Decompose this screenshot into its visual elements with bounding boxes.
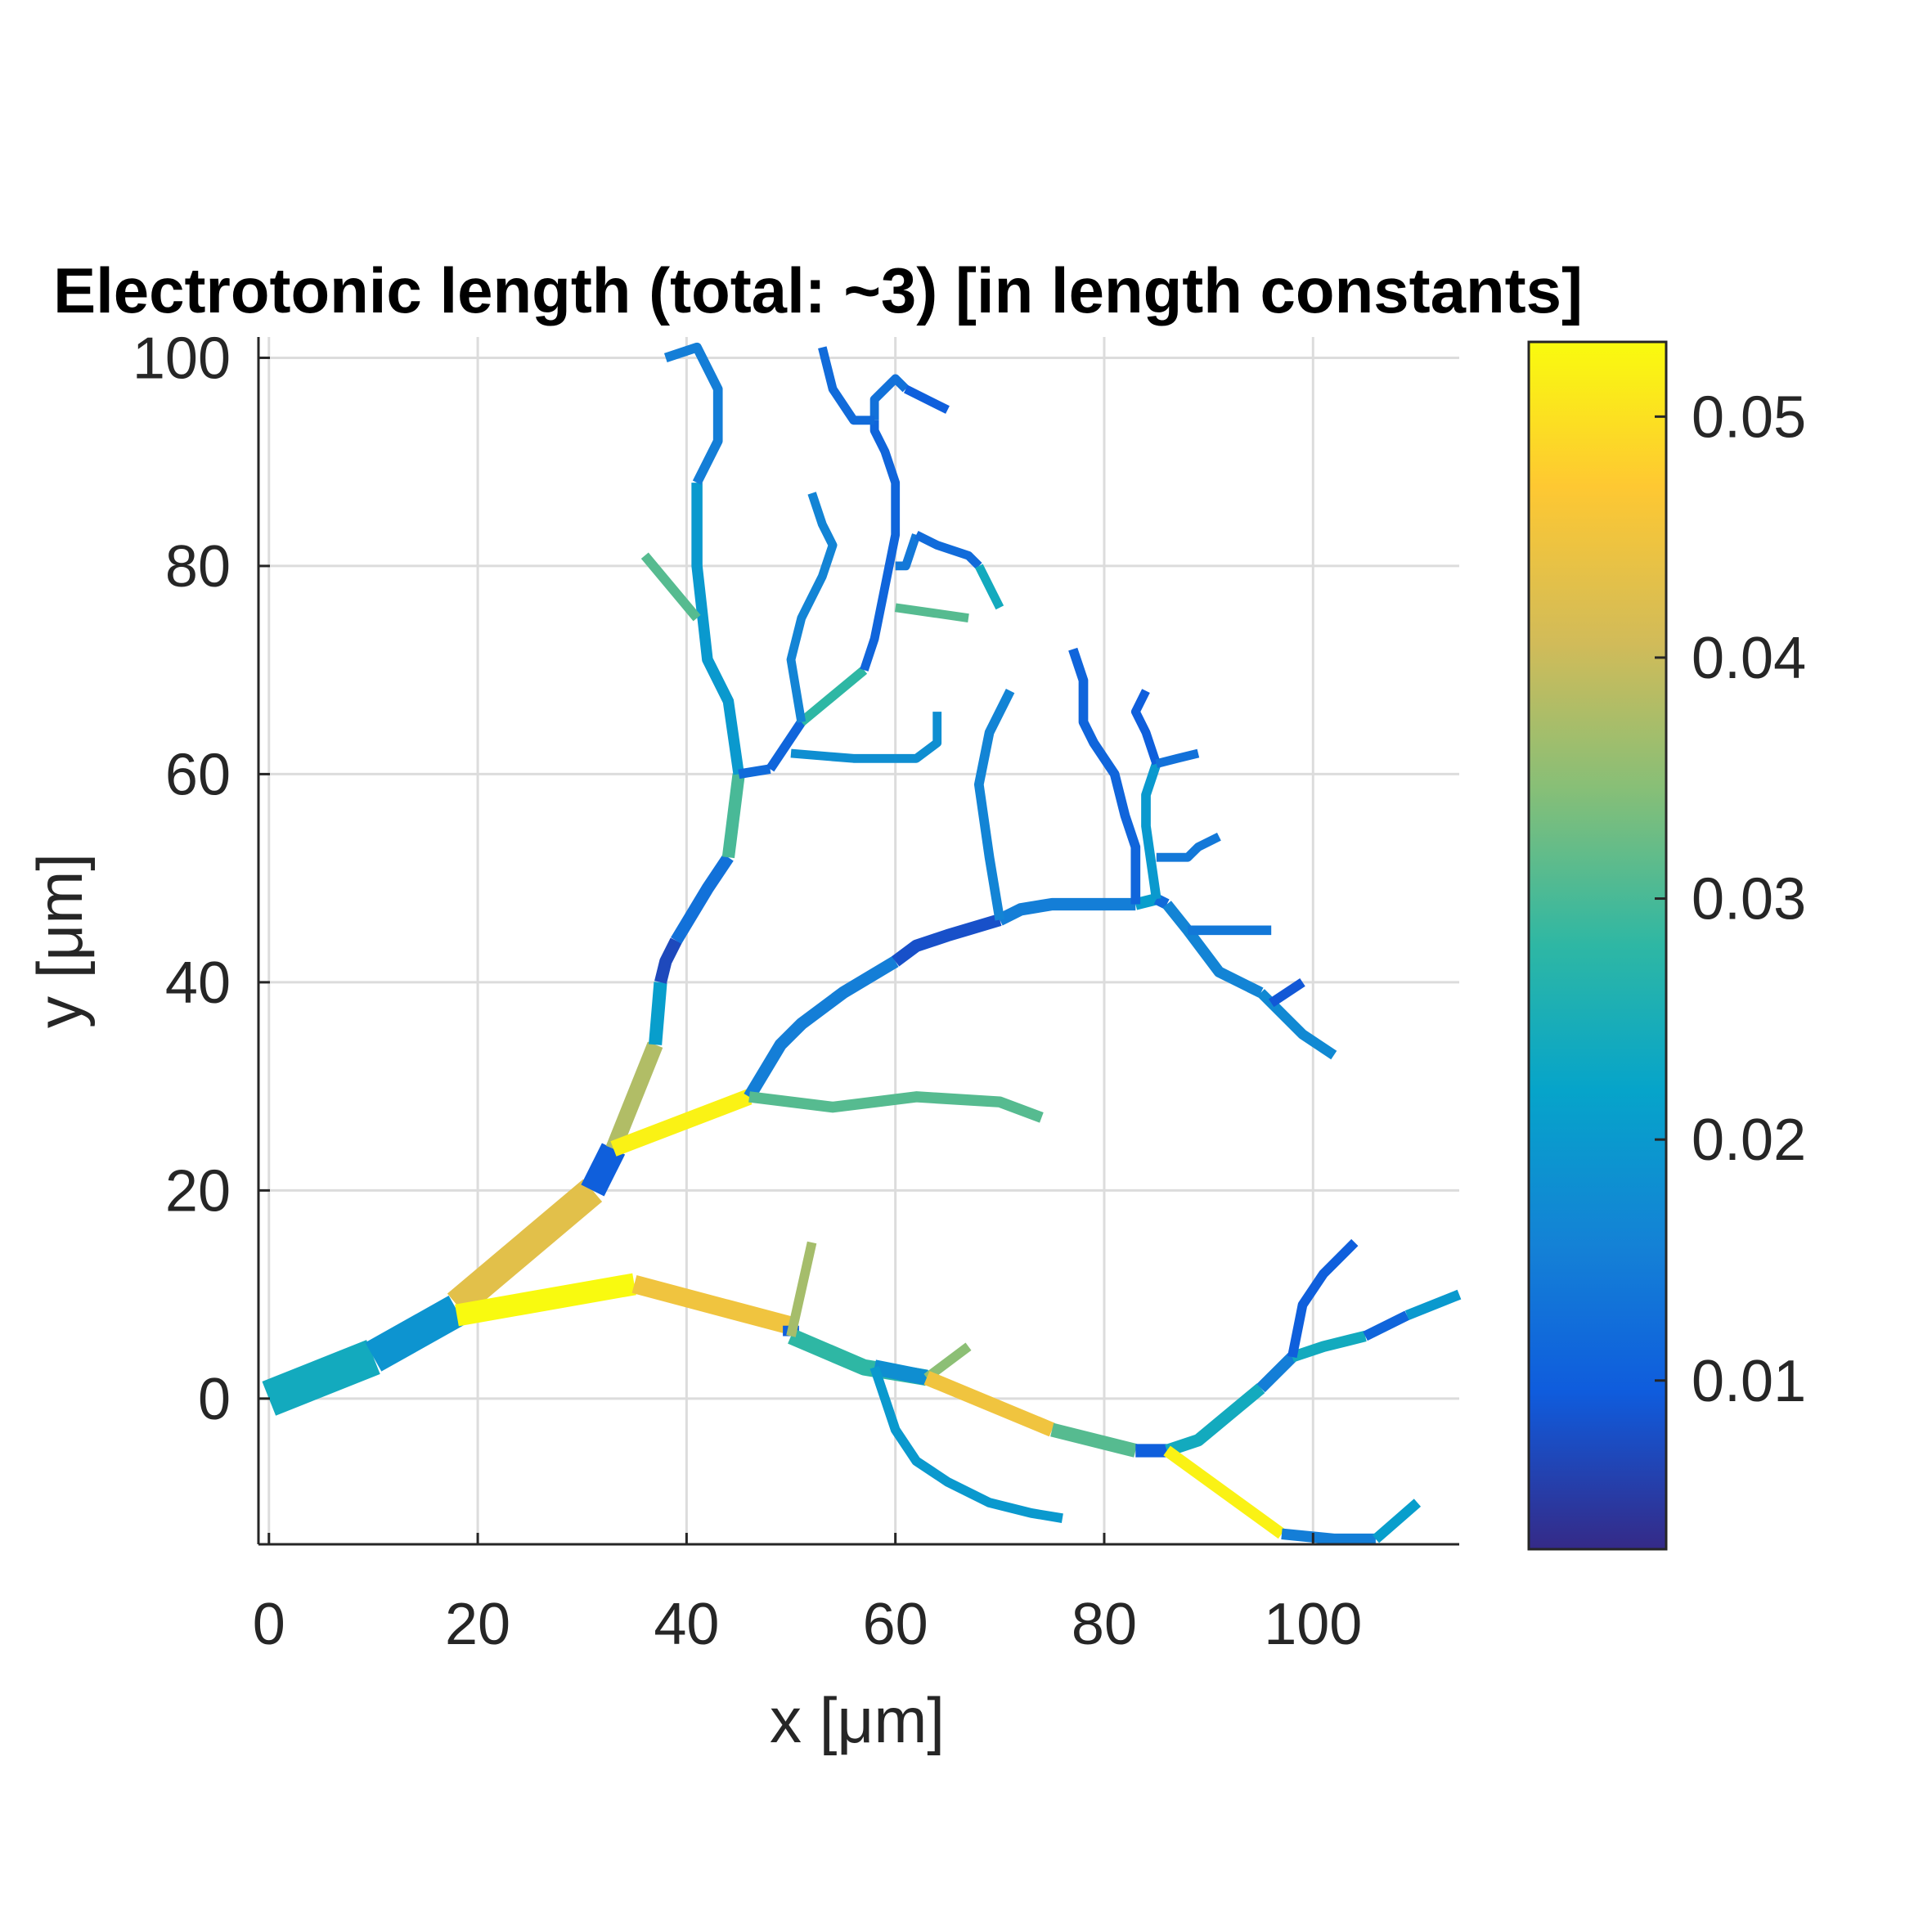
dendrite-segment (786, 492, 838, 723)
y-tick-label: 40 (165, 950, 231, 1016)
dendrite-segment (748, 1091, 1044, 1123)
dendrite-segment (873, 1359, 928, 1386)
dendrite-segment (610, 1089, 753, 1157)
dendrite-segment (1155, 748, 1200, 768)
dendrite-segment (447, 1179, 603, 1317)
dendrite-segment (649, 982, 667, 1045)
y-axis-label: y [μm] (24, 853, 96, 1028)
dendrite-segment (869, 1365, 1063, 1523)
dendrite-segment (786, 1241, 817, 1337)
dendrite-segment (766, 719, 806, 772)
axes (257, 337, 1459, 1546)
x-tick-label: 100 (1264, 1592, 1362, 1657)
dendrite-segment (790, 712, 942, 763)
x-tick-label: 40 (654, 1592, 719, 1657)
x-tick-label: 60 (863, 1592, 928, 1657)
dendrite-segment (262, 1340, 380, 1416)
dendrite-segment (923, 1342, 972, 1382)
dendrite-segment (691, 483, 744, 775)
dendrite-segment (1163, 1445, 1286, 1539)
dendrite-segment (1141, 762, 1161, 900)
colorbar-gradient (1527, 340, 1668, 1551)
plot-area: 0 20 40 60 80 100 0 20 40 60 80 100 (133, 326, 1462, 1657)
dendrite-segment (1156, 832, 1221, 862)
y-tick-label: 20 (165, 1158, 231, 1224)
dendrite-segment (721, 773, 745, 859)
dendrite-segment (654, 937, 682, 984)
y-tick-label: 80 (165, 534, 231, 600)
grid (258, 337, 1459, 1544)
y-tick-label: 0 (198, 1367, 231, 1432)
x-tick-labels: 0 20 40 60 80 100 (253, 1592, 1363, 1657)
y-tick-label: 100 (133, 326, 231, 391)
dendrite-segment (663, 342, 723, 485)
dendrite-segment (738, 764, 771, 780)
dendrite-segment (974, 564, 1004, 610)
dendrite-segment (640, 552, 701, 622)
dendrite-segment (1256, 1352, 1296, 1393)
x-tick-label: 0 (253, 1592, 285, 1657)
dendrite-segment (914, 530, 982, 569)
dendrite-segment (1130, 689, 1161, 766)
chart-title: Electrotonic length (total: ~3) [in leng… (53, 254, 1583, 326)
dendrite-segment (1290, 1330, 1367, 1363)
dendrite-segment (973, 688, 1015, 921)
dendrite-segment (1153, 894, 1170, 910)
dendrite-segment (1287, 1238, 1359, 1359)
dendrite-segment (581, 1143, 626, 1197)
dendrite-segment (631, 1275, 793, 1335)
colorbar-tick-label: 0.03 (1692, 867, 1806, 932)
dendrite-segment (455, 1273, 636, 1327)
x-axis-label: x [μm] (770, 1684, 945, 1756)
dendrite-segment (1268, 978, 1305, 1008)
colorbar-ticks: 0.01 0.02 0.03 0.04 0.05 (1655, 384, 1806, 1414)
dendrite-segment (744, 955, 899, 1100)
dendrite-segment (1162, 901, 1264, 998)
y-tick-labels: 0 20 40 60 80 100 (133, 326, 231, 1431)
x-tick-label: 80 (1072, 1592, 1137, 1657)
dendrite-segment (1404, 1289, 1462, 1320)
colorbar-tick-label: 0.05 (1692, 384, 1806, 450)
colorbar-tick-label: 0.04 (1692, 626, 1806, 691)
dendrite-segment (1165, 1383, 1265, 1457)
dendrite-segment (869, 374, 910, 420)
colorbar-tick-label: 0.01 (1692, 1349, 1806, 1414)
dendrite-segment (605, 1041, 663, 1152)
dendrite-segment (671, 853, 734, 944)
dendrite-segment (1372, 1498, 1422, 1543)
dendrite-segment (1050, 1422, 1138, 1458)
dendrite-segment (996, 897, 1136, 926)
x-tick-label: 20 (445, 1592, 510, 1657)
y-tick-label: 60 (165, 742, 231, 807)
dendrite-segment (818, 346, 875, 425)
dendrite-segment (365, 1296, 465, 1372)
neuron-segments (262, 342, 1462, 1545)
dendrite-segment (1068, 647, 1141, 905)
dendrite-segment (895, 533, 921, 571)
plot-background (258, 337, 1459, 1544)
dendrite-segment (892, 914, 1002, 967)
dendrite-segment (1281, 1528, 1376, 1545)
colorbar: 0.01 0.02 0.03 0.04 0.05 (1527, 340, 1806, 1551)
colorbar-tick-label: 0.02 (1692, 1108, 1806, 1173)
dendrite-segment (894, 603, 969, 622)
dendrite-segment (923, 1371, 1055, 1437)
dendrite-segment (798, 666, 868, 726)
dendrite-segment (860, 420, 901, 672)
dendrite-segment (1363, 1310, 1410, 1341)
dendrite-segment (903, 384, 950, 414)
